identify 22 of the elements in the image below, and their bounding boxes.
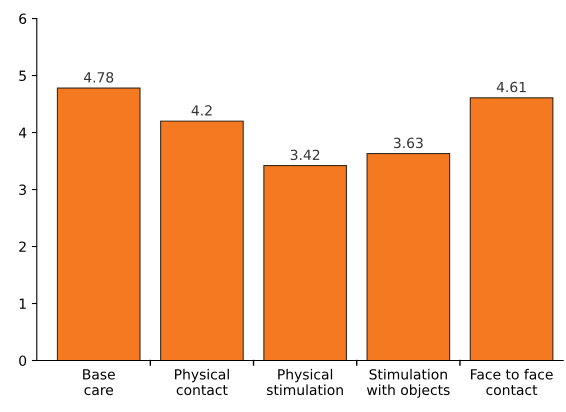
x-tick-label: Stimulation with objects	[366, 368, 450, 398]
y-tick-label: 2	[19, 241, 26, 252]
bar	[366, 153, 450, 360]
y-tick-label: 4	[18, 128, 26, 138]
data-label: 3.42	[290, 150, 320, 160]
data-label: 3.63	[394, 138, 423, 148]
bar	[56, 88, 141, 360]
y-tick-label: 0	[19, 355, 26, 366]
y-tick-label: 1	[20, 298, 26, 309]
x-tick-label: Face to face contact	[471, 368, 553, 396]
x-tick-label: Base care	[83, 369, 115, 396]
data-label: 4.78	[84, 72, 114, 83]
y-tick-label: 5	[19, 70, 26, 82]
bar	[470, 97, 554, 360]
bar	[160, 120, 244, 360]
bar	[263, 165, 347, 360]
data-label: 4.61	[496, 82, 526, 92]
y-tick-label: 6	[19, 14, 26, 24]
y-tick-label: 3	[19, 184, 26, 195]
data-label: 4.2	[192, 105, 212, 116]
x-tick-label: Physical contact	[175, 368, 229, 396]
x-tick-label: Physical stimulation	[266, 368, 343, 396]
